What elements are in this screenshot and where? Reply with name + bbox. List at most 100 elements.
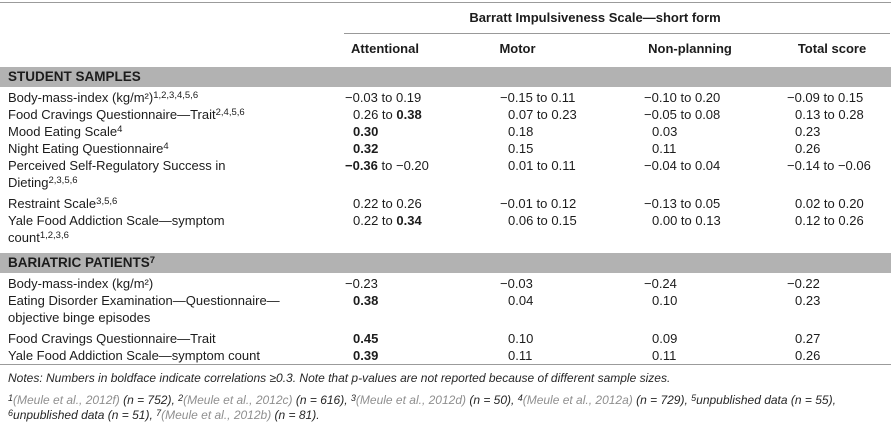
corr-value: −0.13 to 0.05 [644, 196, 721, 211]
footnote-marker: 2,3,5,6 [48, 175, 78, 186]
corr-value: 0.11 [652, 348, 677, 363]
corr-value: 0.13 to 0.28 [795, 107, 864, 122]
corr-value: −0.03 to 0.19 [345, 90, 422, 105]
corr-value: −0.14 to −0.06 [787, 158, 871, 173]
section-footnote-marker: 7 [149, 255, 156, 266]
citation-link[interactable]: (Meule et al., 2012f) [13, 392, 120, 407]
corr-value: 0.04 [508, 293, 534, 308]
measure-row: Restraint Scale3,5,6 0.22 to 0.26 −0.01 to… [0, 195, 891, 212]
corr-value: 0.23 [795, 124, 821, 139]
footnote-text: (n = 616), [292, 392, 351, 407]
footnote-text: unpublished data (n = 51), [13, 408, 157, 422]
footnote-marker: 2,4,5,6 [215, 107, 245, 118]
measure-label: Food Cravings Questionnaire—Trait [8, 331, 216, 346]
citation-link[interactable]: (Meule et al., 2012b) [161, 408, 272, 422]
footnote-text: (n = 81). [271, 408, 320, 422]
measure-label: Restraint Scale3,5,6 [8, 196, 118, 211]
measure-label: Food Cravings Questionnaire—Trait2,4,5,6 [8, 107, 245, 122]
measure-label: Eating Disorder Examination—Questionnair… [8, 293, 280, 325]
table-body: STUDENT SAMPLES Body-mass-index (kg/m²) 1,… [0, 64, 891, 365]
corr-value: 0.27 [795, 331, 821, 346]
corr-value: 0.45 [353, 331, 379, 346]
bottom-rule [0, 364, 891, 365]
section-banner: BARIATRIC PATIENTS7 [0, 250, 891, 275]
corr-value: −0.04 to 0.04 [644, 158, 721, 173]
footnote-marker: 1 [8, 392, 14, 403]
spanner-title: Barratt Impulsiveness Scale—short form [344, 4, 891, 34]
corr-value: 0.11 [652, 141, 677, 156]
measure-label: Body-mass-index (kg/m²) [8, 276, 154, 291]
corr-value: 0.07 to 0.23 [508, 107, 577, 122]
corr-value: −0.15 to 0.11 [500, 90, 576, 105]
footnote-marker: 4 [117, 124, 123, 135]
footnote-marker: 5 [691, 392, 697, 403]
section-banner: STUDENT SAMPLES [0, 64, 891, 89]
footnotes: 1(Meule et al., 2012f) (n = 752), 2(Meul… [8, 393, 881, 424]
col-header-motor: Motor [440, 35, 595, 66]
section-title: STUDENT SAMPLES [0, 64, 891, 89]
footnote-text: (n = 752), [119, 392, 179, 407]
citation-link[interactable]: (Meule et al., 2012a) [522, 392, 633, 407]
top-rule [0, 2, 891, 3]
footnote-text: (n = 50), [465, 392, 518, 407]
corr-value: −0.10 to 0.20 [644, 90, 721, 105]
table-notes: Notes: Numbers in boldface indicate corr… [0, 365, 891, 424]
corr-value: 0.26 [795, 141, 821, 156]
corr-value: 0.09 [652, 331, 678, 346]
footnote-marker: 1,2,3,6 [39, 230, 69, 241]
corr-value: 0.30 [353, 124, 379, 139]
corr-value: 0.01 to 0.11 [508, 158, 576, 173]
measure-row: Yale Food Addiction Scale—symptom count1… [0, 212, 891, 252]
col-header-non-planning: Non-planning [595, 35, 785, 66]
corr-value: 0.32 [353, 141, 379, 156]
corr-value: −0.09 to 0.15 [787, 90, 864, 105]
corr-value: 0.39 [353, 348, 379, 363]
corr-value: 0.02 to 0.20 [795, 196, 864, 211]
measure-label: Yale Food Addiction Scale—symptom count1… [8, 213, 225, 245]
corr-value: 0.10 [652, 293, 678, 308]
corr-value: −0.05 to 0.08 [644, 107, 721, 122]
measure-row: Yale Food Addiction Scale—symptom count 0… [0, 347, 891, 364]
footnote-marker: 2 [178, 392, 184, 403]
citation-link[interactable]: (Meule et al., 2012c) [183, 392, 293, 407]
measure-label: Yale Food Addiction Scale—symptom count [8, 348, 260, 363]
corr-value: 0.12 to 0.26 [795, 213, 864, 228]
citation-link[interactable]: (Meule et al., 2012d) [355, 392, 466, 407]
measure-row: Mood Eating Scale4 0.30 0.18 0.03 0.23 [0, 123, 891, 140]
corr-value: 0.22 to 0.34 [353, 213, 422, 228]
measure-row: Eating Disorder Examination—Questionnair… [0, 292, 891, 330]
footnote-marker: 7 [156, 408, 162, 418]
corr-value: −0.23 [345, 276, 378, 291]
measure-row: Body-mass-index (kg/m²) −0.23 −0.03 −0.24 −0… [0, 274, 891, 292]
section-title: BARIATRIC PATIENTS7 [0, 250, 891, 275]
correlation-table: Barratt Impulsiveness Scale—short form A… [0, 3, 891, 364]
footnote-marker: 6 [8, 408, 14, 418]
corr-value: −0.24 [644, 276, 677, 291]
corr-value: 0.26 [795, 348, 821, 363]
footnote-marker: 1,2,3,4,5,6 [153, 90, 199, 101]
footnote-text: (n = 729), [632, 392, 692, 407]
label-column-header [0, 35, 330, 66]
corr-value: −0.01 to 0.12 [500, 196, 577, 211]
corr-value: 0.06 to 0.15 [508, 213, 577, 228]
column-header-row: Attentional Motor Non-planning Total sco… [0, 35, 891, 66]
footnote-text: unpublished data (n = 55), [696, 392, 836, 407]
corr-value: 0.22 to 0.26 [353, 196, 422, 211]
footnote-marker: 4 [517, 392, 523, 403]
corr-value: 0.00 to 0.13 [652, 213, 721, 228]
footnote-marker: 3 [350, 392, 356, 403]
corr-value: 0.11 [508, 348, 533, 363]
corr-value: 0.15 [508, 141, 534, 156]
corr-value: −0.36 to −0.20 [345, 158, 429, 173]
spanner-spacer [0, 3, 330, 35]
corr-value: 0.03 [652, 124, 678, 139]
measure-label: Night Eating Questionnaire4 [8, 141, 169, 156]
measure-row: Night Eating Questionnaire4 0.32 0.15 0.11 0… [0, 140, 891, 157]
footnote-marker: 3,5,6 [96, 196, 118, 207]
footnote-marker: 4 [163, 141, 169, 152]
corr-value: 0.26 to 0.38 [353, 107, 422, 122]
col-header-attentional: Attentional [330, 35, 440, 66]
corr-value: −0.22 [787, 276, 820, 291]
corr-value: 0.18 [508, 124, 534, 139]
